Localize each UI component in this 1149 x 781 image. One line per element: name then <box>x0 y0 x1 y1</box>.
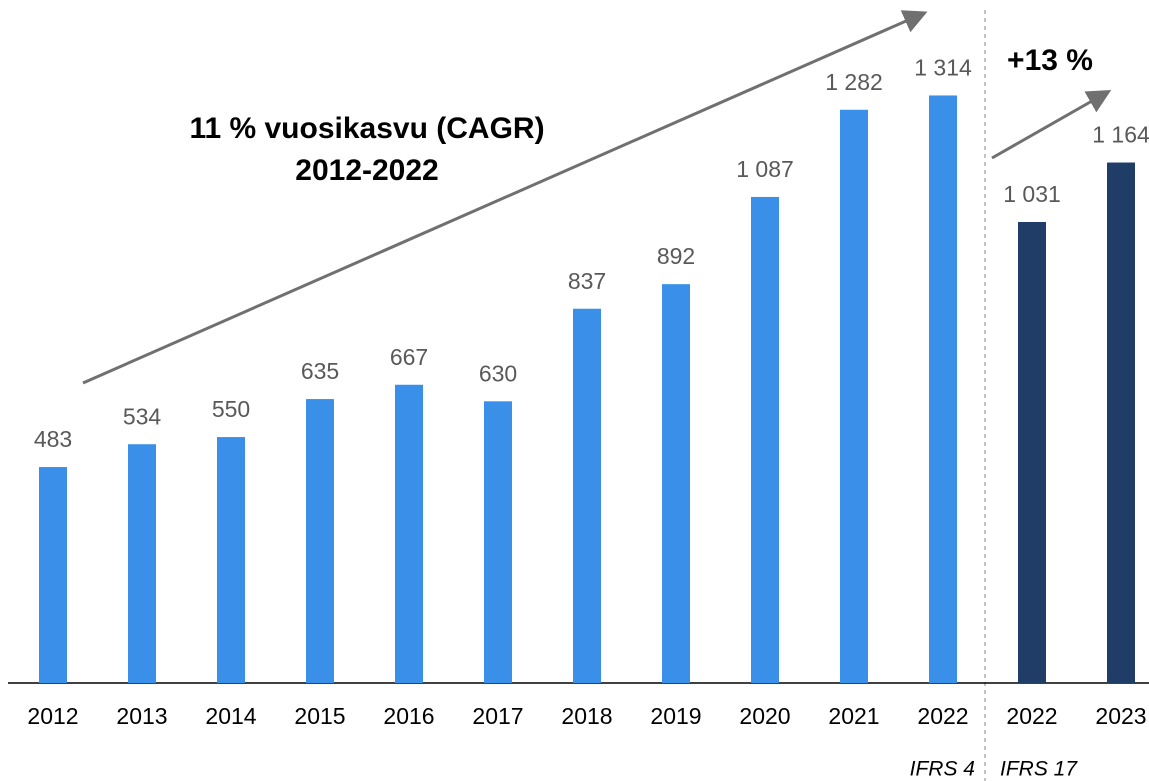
bar <box>39 467 67 683</box>
x-tick-label: 2016 <box>383 703 434 729</box>
x-tick-label: 2013 <box>116 703 167 729</box>
value-label: 1 164 <box>1092 122 1149 148</box>
bar <box>573 308 601 683</box>
x-tick-label: 2022 <box>1006 703 1057 729</box>
x-tick-label: 2015 <box>294 703 345 729</box>
ifrs17-label: IFRS 17 <box>1000 758 1078 781</box>
period-label: 2012-2022 <box>295 154 438 187</box>
value-label: 1 087 <box>736 156 794 182</box>
bar <box>1107 162 1135 684</box>
bar <box>395 384 423 683</box>
bar <box>662 284 690 683</box>
x-tick-label: 2022 <box>917 703 968 729</box>
value-label: 483 <box>34 426 72 452</box>
bar <box>751 196 779 683</box>
x-tick-label: 2012 <box>27 703 78 729</box>
growth-arrow <box>991 90 1112 160</box>
growth-label: +13 % <box>1007 44 1093 77</box>
x-tick-label: 2020 <box>739 703 790 729</box>
cagr-arrow <box>82 10 928 385</box>
x-tick-label: 2021 <box>828 703 879 729</box>
cagr-label: 11 % vuosikasvu (CAGR) <box>189 112 544 145</box>
bar <box>840 109 868 683</box>
bar <box>484 401 512 683</box>
value-label: 550 <box>212 396 250 422</box>
x-tick-label: 2017 <box>472 703 523 729</box>
value-label: 1 282 <box>825 69 883 95</box>
value-label: 534 <box>123 403 162 429</box>
ifrs4-label: IFRS 4 <box>910 758 975 781</box>
bar <box>929 95 957 683</box>
x-tick-label: 2023 <box>1095 703 1146 729</box>
value-label: 667 <box>390 344 428 370</box>
x-tick-label: 2019 <box>650 703 701 729</box>
value-label: 892 <box>657 243 695 269</box>
bar <box>128 444 156 683</box>
value-label: 1 314 <box>914 55 972 81</box>
value-label: 1 031 <box>1003 181 1061 207</box>
value-label: 837 <box>568 268 606 294</box>
bar <box>217 437 245 683</box>
x-tick-label: 2018 <box>561 703 612 729</box>
x-tick-label: 2014 <box>205 703 256 729</box>
value-label: 635 <box>301 358 339 384</box>
value-label: 630 <box>479 360 517 386</box>
bar <box>306 399 334 683</box>
bar <box>1018 221 1046 683</box>
